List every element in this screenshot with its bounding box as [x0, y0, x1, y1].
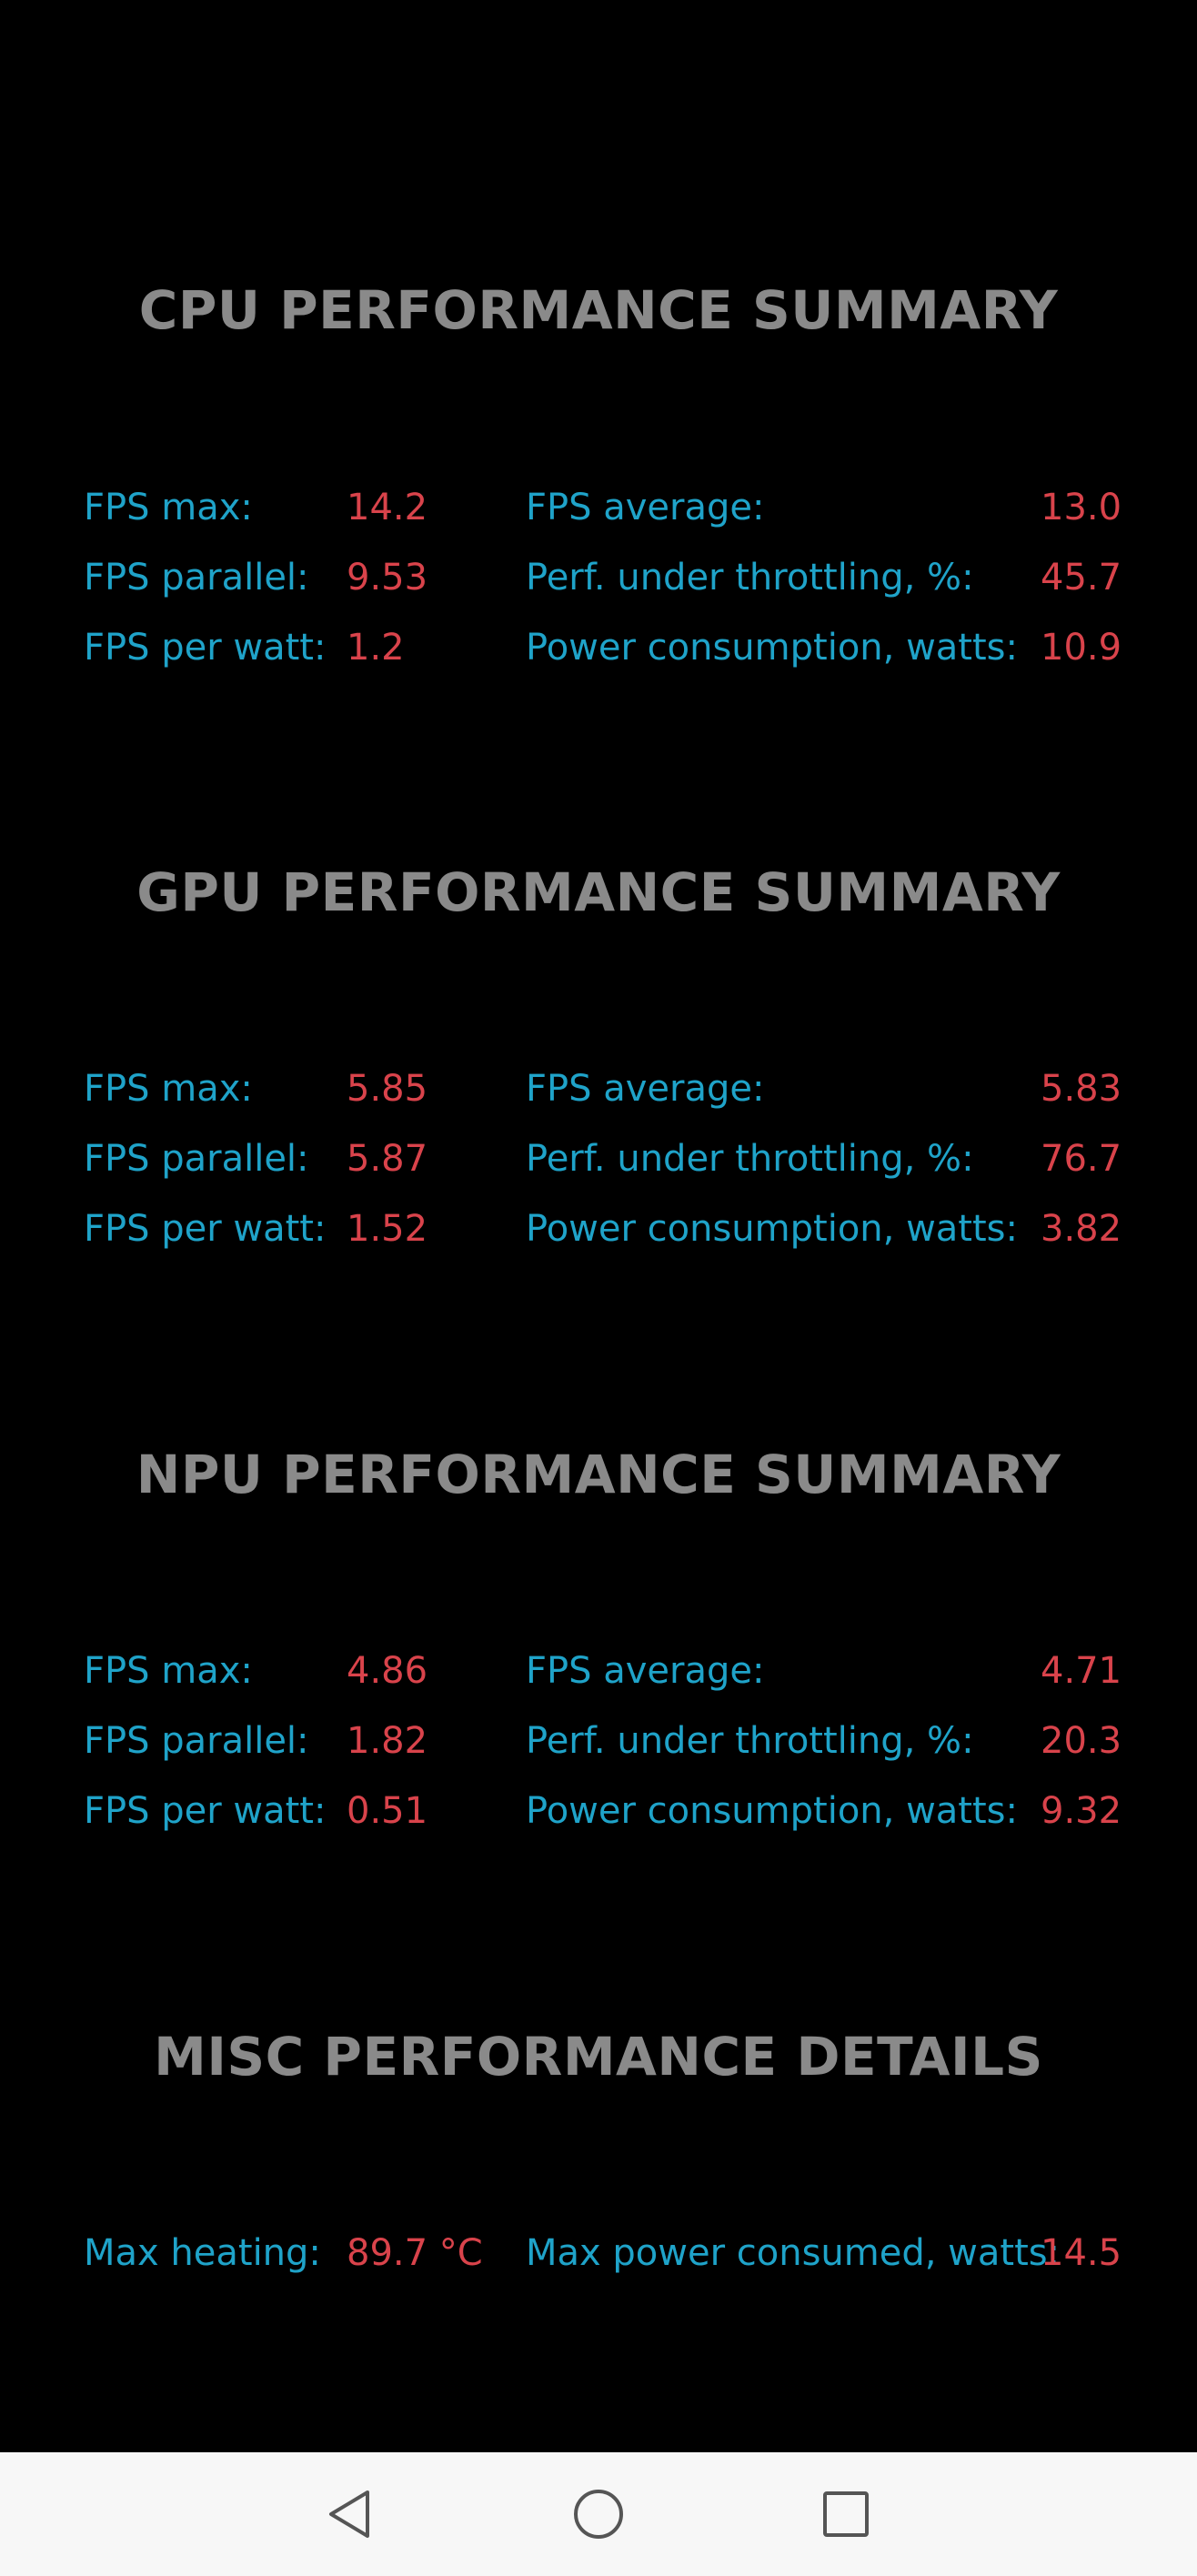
cpu-fps-per-watt-label: FPS per watt:	[84, 627, 327, 669]
gpu-fps-max-value: 5.85	[347, 1068, 428, 1110]
cpu-fps-max-value: 14.2	[347, 487, 428, 528]
gpu-fps-average-value: 5.83	[1041, 1068, 1122, 1110]
cpu-throttling-label: Perf. under throttling, %:	[526, 557, 974, 599]
gpu-power-value: 3.82	[1041, 1208, 1122, 1250]
max-power-value: 14.5	[1041, 2232, 1122, 2274]
cpu-power-label: Power consumption, watts:	[526, 627, 1018, 669]
cpu-throttling-value: 45.7	[1041, 557, 1122, 599]
npu-power-label: Power consumption, watts:	[526, 1790, 1018, 1832]
back-button[interactable]	[315, 2480, 384, 2549]
cpu-fps-parallel-value: 9.53	[347, 557, 428, 599]
cpu-fps-average-value: 13.0	[1041, 487, 1122, 528]
cpu-fps-average-label: FPS average:	[526, 487, 765, 528]
npu-fps-average-label: FPS average:	[526, 1650, 765, 1692]
max-heating-label: Max heating:	[84, 2232, 321, 2274]
max-power-label: Max power consumed, watts:	[526, 2232, 1061, 2274]
gpu-fps-average-label: FPS average:	[526, 1068, 765, 1110]
npu-fps-max-label: FPS max:	[84, 1650, 253, 1692]
max-heating-value: 89.7 °C	[347, 2232, 483, 2274]
home-circle-icon	[574, 2490, 623, 2539]
npu-throttling-label: Perf. under throttling, %:	[526, 1720, 974, 1762]
cpu-fps-max-label: FPS max:	[84, 487, 253, 528]
gpu-section-title: GPU PERFORMANCE SUMMARY	[136, 861, 1061, 923]
performance-summary-screen: CPU PERFORMANCE SUMMARY FPS max: 14.2 FP…	[84, 279, 1122, 2274]
recents-button[interactable]	[811, 2480, 880, 2549]
gpu-fps-parallel-label: FPS parallel:	[84, 1138, 309, 1180]
cpu-section-title: CPU PERFORMANCE SUMMARY	[138, 279, 1059, 341]
misc-section-title: MISC PERFORMANCE DETAILS	[154, 2026, 1043, 2088]
npu-fps-average-value: 4.71	[1041, 1650, 1122, 1692]
gpu-fps-per-watt-value: 1.52	[347, 1208, 428, 1250]
npu-section-title: NPU PERFORMANCE SUMMARY	[136, 1444, 1061, 1505]
navigation-bar	[0, 2452, 1197, 2576]
npu-fps-parallel-label: FPS parallel:	[84, 1720, 309, 1762]
gpu-fps-parallel-value: 5.87	[347, 1138, 428, 1180]
cpu-fps-parallel-label: FPS parallel:	[84, 557, 309, 599]
npu-fps-max-value: 4.86	[347, 1650, 428, 1692]
npu-fps-parallel-value: 1.82	[347, 1720, 428, 1762]
back-triangle-icon	[329, 2490, 369, 2538]
npu-throttling-value: 20.3	[1041, 1720, 1122, 1762]
gpu-fps-per-watt-label: FPS per watt:	[84, 1208, 327, 1250]
npu-fps-per-watt-label: FPS per watt:	[84, 1790, 327, 1832]
gpu-fps-max-label: FPS max:	[84, 1068, 253, 1110]
gpu-power-label: Power consumption, watts:	[526, 1208, 1018, 1250]
npu-power-value: 9.32	[1041, 1790, 1122, 1832]
gpu-throttling-label: Perf. under throttling, %:	[526, 1138, 974, 1180]
cpu-power-value: 10.9	[1041, 627, 1122, 669]
cpu-fps-per-watt-value: 1.2	[347, 627, 405, 669]
home-button[interactable]	[564, 2480, 633, 2549]
gpu-throttling-value: 76.7	[1041, 1138, 1122, 1180]
npu-fps-per-watt-value: 0.51	[347, 1790, 428, 1832]
recents-square-icon	[823, 2491, 869, 2537]
